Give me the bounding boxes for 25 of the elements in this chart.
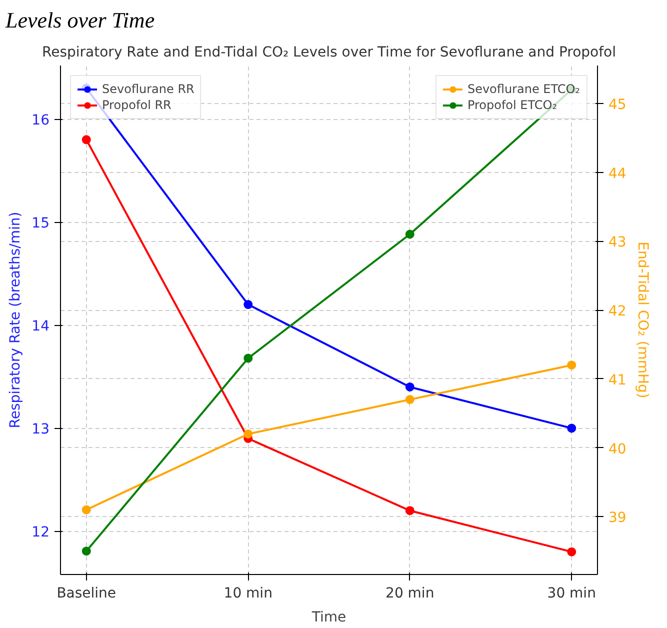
chart-title: Respiratory Rate and End-Tidal CO₂ Levels over Time for Sevoflurane and Propofol bbox=[42, 44, 616, 60]
y2-tick-label: 42 bbox=[608, 304, 626, 320]
y2-tick-label: 40 bbox=[608, 441, 626, 458]
y2-tick-label: 45 bbox=[608, 96, 626, 113]
legend-label: Propofol RR bbox=[102, 98, 172, 112]
y2-tick-label: 41 bbox=[608, 372, 626, 388]
y2-tick-label: 43 bbox=[608, 234, 626, 251]
legend-label: Sevoflurane RR bbox=[102, 82, 194, 96]
y-axis-title: Respiratory Rate (breaths/min) bbox=[8, 212, 24, 428]
x-tick-label: 30 min bbox=[547, 586, 596, 602]
x-tick-label: Baseline bbox=[56, 586, 116, 602]
y2-axis-title: End-Tidal CO₂ (mmHg) bbox=[634, 242, 650, 398]
y-tick-label: 15 bbox=[32, 216, 50, 232]
y-tick-label: 13 bbox=[32, 422, 50, 438]
legend-label: Propofol ETCO₂ bbox=[467, 98, 558, 112]
y-tick-label: 16 bbox=[32, 112, 50, 129]
y-tick-label: 12 bbox=[32, 524, 50, 541]
x-tick-label: 10 min bbox=[224, 586, 272, 602]
x-tick-label: 20 min bbox=[386, 586, 434, 602]
legend-label: Sevoflurane ETCO₂ bbox=[467, 82, 580, 96]
y2-tick-label: 44 bbox=[608, 166, 626, 182]
x-axis-title: Time bbox=[310, 610, 346, 626]
y-tick-label: 14 bbox=[32, 318, 50, 335]
y2-tick-label: 39 bbox=[608, 510, 626, 526]
text: Levels over Time bbox=[4, 8, 155, 32]
